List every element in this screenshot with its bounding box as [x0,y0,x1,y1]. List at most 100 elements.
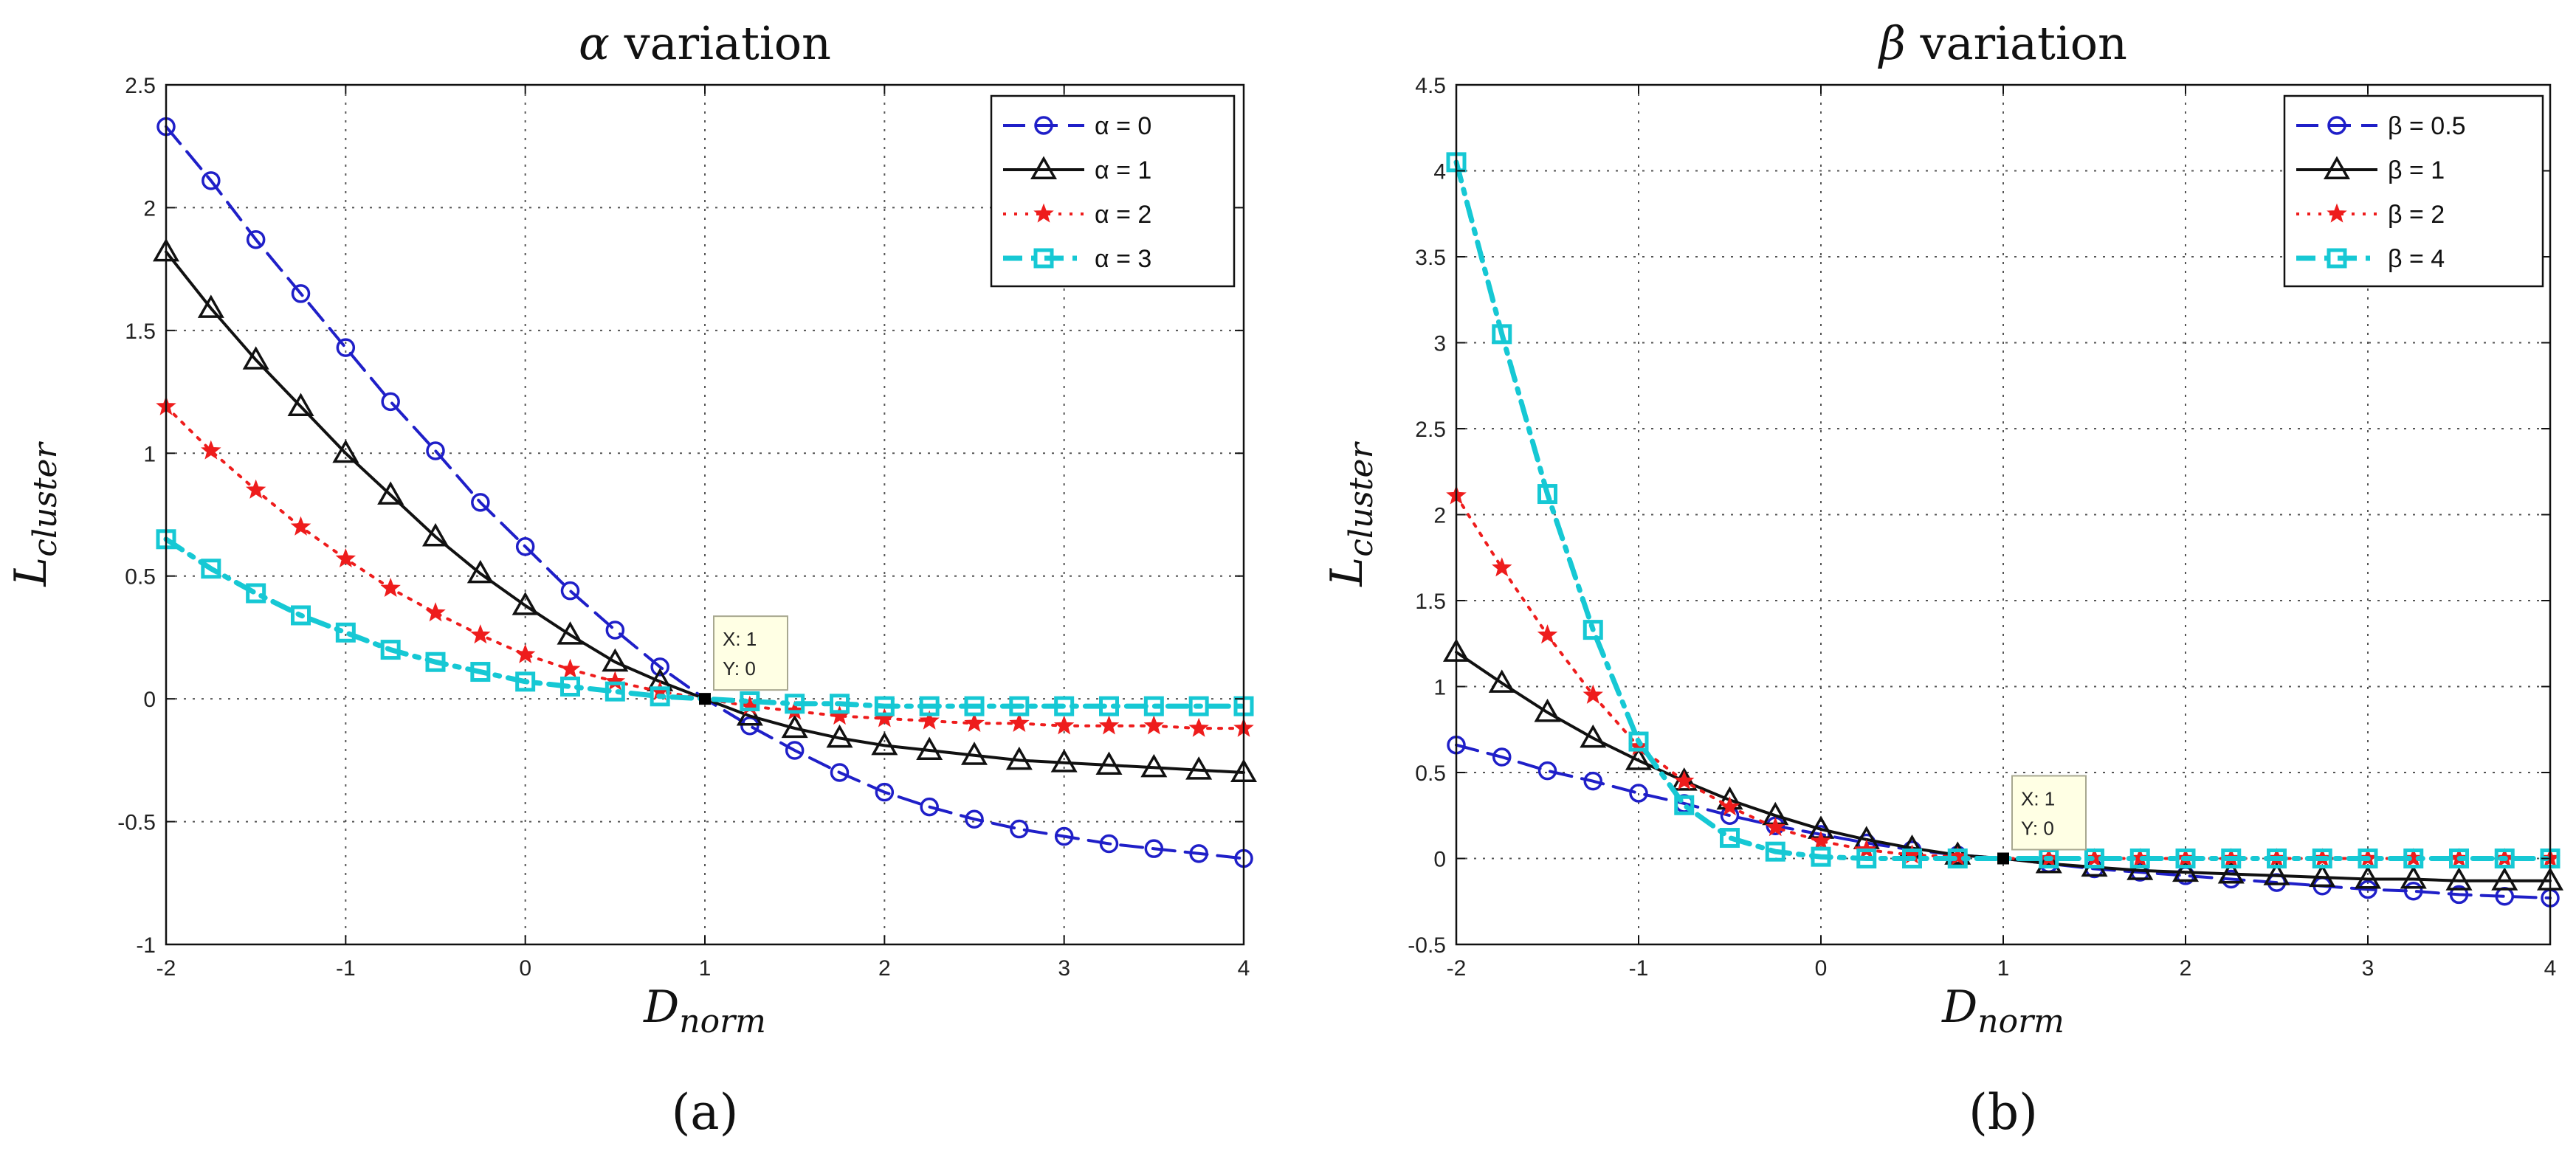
data-point [515,671,536,692]
data-point [830,763,850,782]
data-point [1144,839,1164,858]
chart-title: β variation [1878,16,2127,70]
data-point [736,702,763,726]
data-point [1947,849,1968,868]
data-point [1628,731,1649,752]
data-point [875,782,895,802]
data-point [1050,749,1078,773]
data-point [2491,867,2518,891]
data-point [826,724,853,748]
datatip-y: Y: 0 [723,657,756,680]
y-tick-label: 2.5 [1415,418,1446,442]
legend-entry: β = 4 [2296,245,2445,273]
data-point [2494,849,2515,868]
x-tick-label: -1 [1629,956,1649,981]
legend-marker [2323,156,2351,179]
y-tick-label: 0.5 [1415,761,1446,786]
data-point [2358,880,2377,899]
data-point [964,712,985,733]
y-axis-label: Lcluster [1321,440,1380,587]
data-point [650,657,669,677]
data-point [1719,796,1740,816]
data-point [1189,844,1208,863]
data-point [1053,715,1075,735]
data-point [1629,784,1648,803]
data-point [2445,867,2473,891]
data-point [919,696,940,716]
y-tick-label: 1 [1433,676,1446,700]
data-point [559,658,581,678]
data-point [380,640,401,660]
legend-marker [2327,203,2347,223]
data-point [1537,624,1558,644]
data-point [916,736,943,761]
data-point [1583,620,1603,640]
data-point [2449,849,2469,868]
data-point [1492,747,1512,767]
data-point [2354,865,2382,889]
data-point [1009,712,1030,733]
data-point [290,516,311,536]
data-point [197,294,224,318]
data-point [560,677,580,697]
data-point [2217,860,2245,884]
data-point [245,479,266,499]
data-point [381,392,400,412]
data-point [602,648,629,672]
chart-panel-beta: -2 -1 0 1 2 3 4 -0.5 0 0.5 1 1.5 2 2.5 3 3.5 4 4.5 β varia… [1321,16,2564,1141]
data-point [1188,717,1209,737]
legend-label: β = 2 [2388,201,2445,229]
legend-marker [1033,203,1054,223]
data-point [1674,770,1695,790]
x-tick-label: 1 [699,956,712,981]
datatip-y: Y: 0 [2021,818,2054,840]
data-point [336,338,356,357]
data-point [1583,771,1602,791]
data-point [421,522,450,547]
data-point [291,284,311,303]
data-point [291,605,311,626]
data-point [512,592,539,615]
data-point [246,583,266,604]
data-point [964,696,985,716]
data-point [605,621,625,640]
data-point [1010,819,1029,839]
data-point [830,694,850,714]
legend-marker [1030,156,1058,179]
data-point [785,694,805,714]
y-tick-label: 3.5 [1415,246,1446,270]
data-point [781,714,808,739]
data-point [242,346,269,370]
data-point [470,662,491,683]
legend-box [990,94,1236,288]
data-point [2267,849,2287,868]
data-point [202,171,221,190]
y-tick-label: 1.5 [125,319,156,344]
data-point [201,559,221,579]
data-point [605,681,625,702]
datatip: X: 1 Y: 0 [699,615,788,705]
data-point [871,731,898,756]
data-point [1856,849,1877,868]
x-axis-label: Dnorm [1941,981,2064,1040]
legend-label: β = 4 [2388,245,2445,273]
data-point [426,441,445,460]
data-point [1488,669,1515,693]
data-point [1492,324,1512,345]
legend-entry: α = 3 [1003,245,1151,273]
data-point [1811,846,1831,867]
data-point [246,229,266,249]
legend-marker [2327,116,2346,135]
datatip-x: X: 1 [723,628,757,650]
legend-label: α = 1 [1095,156,1151,184]
chart-panel-alpha: -2 -1 0 1 2 3 4-1-0.500.511.522.5α variationDn… [5,16,1258,1141]
data-point [2263,862,2290,885]
data-point [740,716,760,736]
y-tick-label: 4.5 [1415,74,1446,98]
legend: α = 0 α = 1 α = 2 α = 3 [990,94,1236,288]
x-tick-label: -2 [1447,956,1467,981]
data-point [1625,747,1653,770]
data-point [1098,715,1120,735]
data-point [1099,696,1119,716]
data-point [514,643,536,663]
